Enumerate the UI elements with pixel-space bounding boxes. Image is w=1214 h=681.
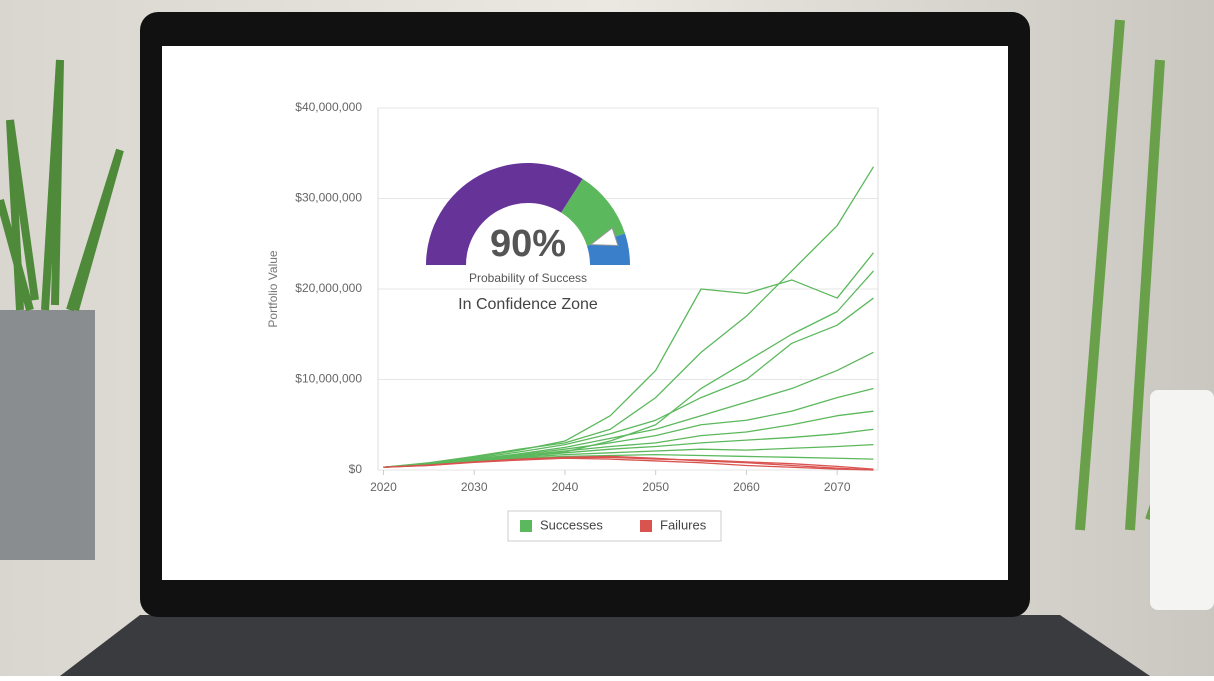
gauge-zone	[586, 233, 630, 265]
y-tick-label: $10,000,000	[295, 372, 362, 386]
series-line	[383, 270, 874, 468]
legend	[507, 510, 722, 542]
series-line	[383, 456, 874, 470]
gauge-status: In Confidence Zone	[458, 296, 598, 313]
legend-label: Successes	[540, 517, 603, 532]
y-tick-label: $30,000,000	[295, 191, 362, 205]
x-tick-label: 2070	[824, 480, 851, 494]
series-line	[383, 252, 874, 468]
x-tick-label: 2050	[642, 480, 669, 494]
series-line	[383, 297, 874, 468]
gauge-value: 90%	[490, 223, 566, 265]
mug	[1150, 390, 1214, 610]
x-tick-label: 2060	[733, 480, 760, 494]
legend-label: Failures	[660, 517, 707, 532]
series-line	[383, 166, 875, 468]
chart: Portfolio Value $0 $10,000,000 $20,000,000…	[266, 100, 879, 542]
gauge-zone	[426, 162, 583, 265]
gauge-pointer	[589, 227, 619, 246]
plant	[0, 59, 124, 312]
legend-swatch	[640, 520, 652, 532]
y-tick-label: $0	[349, 462, 363, 476]
legend-swatch	[520, 520, 532, 532]
gauge-zone	[561, 178, 626, 246]
plant-pot	[0, 310, 95, 560]
y-tick-label: $40,000,000	[295, 100, 362, 114]
series-line	[383, 351, 874, 468]
x-tick-label: 2030	[461, 480, 488, 494]
gauge-caption: Probability of Success	[469, 271, 587, 285]
screen	[162, 46, 1008, 580]
y-axis-title: Portfolio Value	[266, 250, 280, 327]
laptop-base	[60, 615, 1150, 676]
y-tick-label: $20,000,000	[295, 281, 362, 295]
x-tick-label: 2020	[370, 480, 397, 494]
x-tick-label: 2040	[552, 480, 579, 494]
